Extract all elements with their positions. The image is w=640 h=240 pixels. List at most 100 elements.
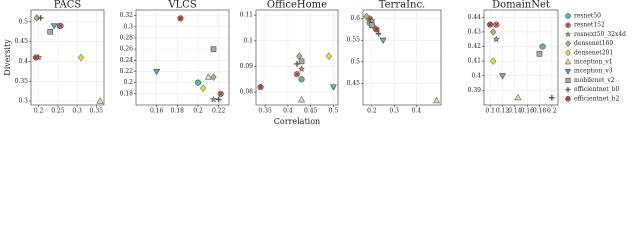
marker-shape: [369, 22, 375, 28]
marker: [215, 96, 222, 103]
marker-shape: [379, 37, 387, 45]
marker: [325, 52, 333, 60]
marker: [492, 35, 500, 43]
marker: [363, 12, 370, 21]
marker: [373, 26, 380, 33]
x-tick-label: 0.16: [520, 108, 534, 115]
subplot-title: DomainNet: [492, 0, 550, 11]
marker: [47, 29, 53, 35]
marker-shape: [58, 23, 63, 28]
y-tick-label: 0.4: [18, 58, 28, 65]
marker: [375, 30, 382, 37]
marker: [200, 84, 207, 92]
marker-shape: [374, 27, 379, 32]
marker-shape: [178, 16, 183, 21]
legend-label: resnet152: [574, 22, 605, 29]
marker: [490, 57, 497, 65]
y-tick-label: 0.45: [347, 80, 361, 87]
y-tick-label: 0.3: [123, 23, 133, 30]
marker-shape: [375, 30, 382, 37]
y-axis-label: Diversity: [3, 39, 12, 76]
marker-shape: [536, 51, 543, 57]
subplot-title: TerraInc.: [379, 0, 426, 11]
plot-frame: [483, 9, 559, 106]
marker: [565, 40, 571, 47]
y-tick-label: 0.45: [15, 38, 29, 45]
marker: [298, 76, 305, 83]
marker-shape: [34, 55, 38, 60]
y-tick-label: 0.32: [120, 12, 134, 19]
marker-shape: [566, 97, 570, 101]
y-tick-label: 0.2: [123, 79, 133, 86]
marker-shape: [494, 22, 499, 27]
marker-shape: [204, 73, 212, 80]
marker-shape: [564, 30, 572, 38]
marker: [298, 95, 306, 103]
x-tick-label: 0.2: [193, 108, 203, 115]
marker: [293, 71, 301, 78]
x-tick-label: 0.35: [258, 108, 272, 115]
x-tick-label: 0.45: [304, 108, 318, 115]
marker-shape: [565, 87, 571, 93]
marker-shape: [549, 94, 555, 101]
plot-frame: [135, 9, 230, 106]
marker-shape: [488, 22, 493, 27]
x-tick-label: 0.16: [150, 108, 164, 115]
marker: [490, 28, 497, 36]
y-tick-label: 0.6: [350, 15, 360, 22]
x-tick-label: 0.12: [496, 108, 510, 115]
marker-shape: [295, 72, 299, 77]
marker-shape: [490, 28, 497, 36]
x-axis-label: Correlation: [274, 117, 320, 126]
legend-label: efficientnet_b0: [574, 86, 620, 93]
marker-shape: [50, 23, 58, 30]
x-tick-label: 0.4: [412, 108, 422, 115]
plot-frame: [30, 9, 105, 106]
x-tick-label: 0.2: [547, 108, 557, 115]
marker: [257, 83, 264, 91]
marker-shape: [215, 96, 222, 103]
y-tick-label: 0.11: [240, 12, 253, 19]
y-tick-label: 0.18: [120, 90, 134, 97]
marker-shape: [298, 58, 305, 65]
marker-shape: [433, 96, 441, 104]
marker-shape: [96, 97, 104, 104]
x-tick-label: 0.4: [283, 108, 293, 115]
marker-shape: [564, 58, 572, 65]
y-tick-label: 0.3: [18, 98, 28, 105]
marker-shape: [258, 85, 263, 89]
marker: [565, 22, 571, 28]
marker-shape: [566, 23, 570, 27]
marker: [565, 96, 571, 102]
y-tick-label: 0.24: [120, 57, 134, 64]
marker: [493, 21, 500, 28]
marker: [564, 68, 572, 75]
legend-label: mobilenet_v2: [574, 77, 615, 84]
legend-label: resnext50_32x4d: [574, 31, 626, 38]
x-tick-label: 0.5: [329, 108, 339, 115]
marker: [368, 16, 376, 24]
marker-shape: [325, 52, 333, 60]
y-tick-label: 0.44: [468, 14, 482, 21]
y-tick-label: 0.55: [347, 37, 361, 44]
y-tick-label: 0.22: [120, 68, 134, 75]
x-tick-label: 0.25: [51, 108, 65, 115]
x-tick-label: 0.3: [72, 108, 82, 115]
y-tick-label: 0.35: [15, 78, 29, 85]
marker: [564, 58, 572, 65]
marker: [565, 13, 571, 19]
marker-shape: [539, 43, 546, 50]
marker: [433, 96, 441, 104]
x-tick-label: 0.2: [34, 108, 44, 115]
marker: [297, 65, 306, 73]
marker: [177, 15, 184, 22]
y-tick-label: 0.1: [243, 37, 253, 44]
marker: [565, 87, 571, 93]
y-tick-label: 0.5: [18, 18, 28, 25]
marker: [77, 53, 85, 62]
marker: [32, 54, 40, 61]
legend-label: inception_v3: [574, 68, 613, 75]
x-tick-label: 0.1: [485, 108, 495, 115]
marker: [57, 22, 64, 29]
